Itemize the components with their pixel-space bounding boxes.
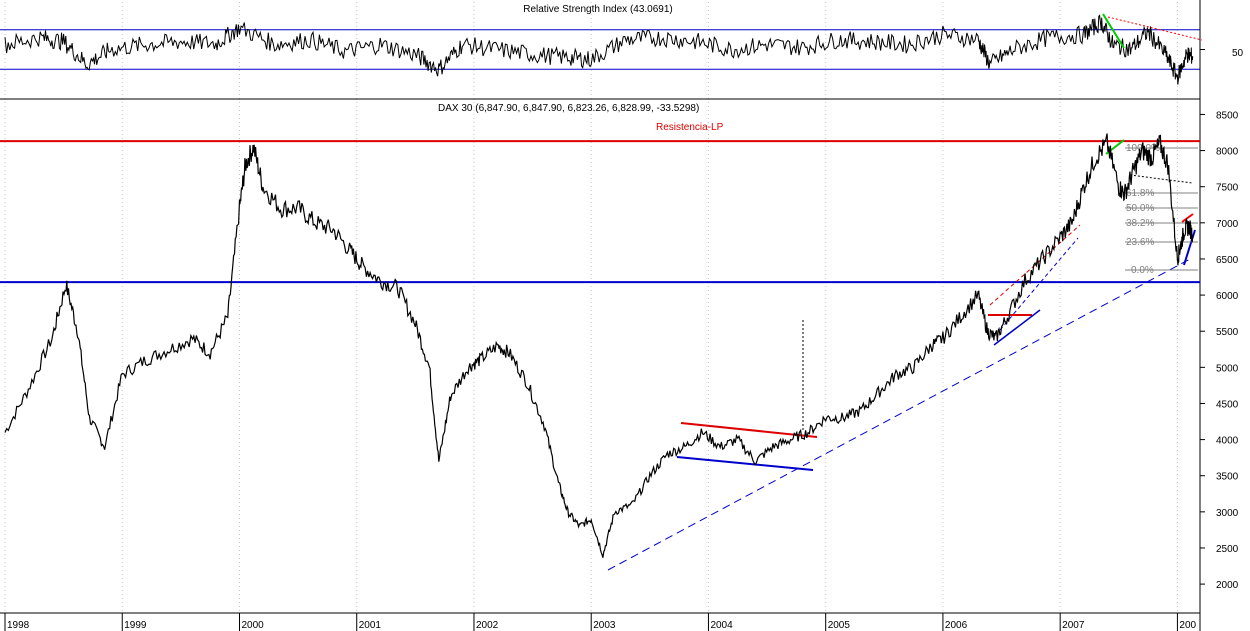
rsi-red-trendline <box>1107 16 1203 41</box>
x-tick-label-6: 2003 <box>593 620 616 631</box>
y-tick-label-8: 5500 <box>1216 327 1239 338</box>
x-tick-label-7: 2004 <box>710 620 733 631</box>
x-tick-label-2: 1999 <box>124 620 147 631</box>
price-y-axis: 2000 2500 3000 3500 4000 4500 5000 5500 6000 6500… <box>1200 110 1239 591</box>
fib-label-382: 38.2% <box>1126 218 1154 229</box>
x-tick-label-1: 1998 <box>7 620 30 631</box>
long-term-trendline <box>607 257 1193 571</box>
x-axis: 1998 1999 2000 2001 2002 2003 2004 2005 2006 2007… <box>4 613 1197 631</box>
x-tick-label-4: 2001 <box>359 620 382 631</box>
price-title: DAX 30 (6,847.90, 6,847.90, 6,823.26, 6,… <box>438 103 699 114</box>
fib-label-618: 61.8% <box>1126 188 1154 199</box>
recent-red-line <box>1181 213 1194 223</box>
fib-label-500: 50.0% <box>1126 203 1154 214</box>
y-tick-label-10: 6500 <box>1216 255 1239 266</box>
fib-label-0: 0.0% <box>1131 265 1154 276</box>
x-tick-label-5: 2002 <box>476 620 499 631</box>
uptrend-red-dashed <box>989 224 1081 306</box>
y-tick-label-11: 7000 <box>1216 219 1239 230</box>
rsi-grid <box>4 2 1178 99</box>
x-tick-label-10: 2007 <box>1062 620 1085 631</box>
fib-label-236: 23.6% <box>1126 237 1154 248</box>
x-tick-label-8: 2005 <box>828 620 851 631</box>
rsi-series-line <box>4 14 1194 85</box>
y-tick-label-12: 7500 <box>1216 183 1239 194</box>
x-tick-label-11: 200 <box>1179 620 1196 631</box>
rsi-title: Relative Strength Index (43.0691) <box>523 4 673 15</box>
top-dotted-line <box>1129 174 1193 184</box>
y-tick-label-3: 3000 <box>1216 508 1239 519</box>
y-tick-label-14: 8500 <box>1216 110 1239 121</box>
y-tick-label-7: 5000 <box>1216 363 1239 374</box>
rsi-tick-50: 50 <box>1232 48 1244 59</box>
y-tick-label-1: 2000 <box>1216 580 1239 591</box>
price-series-line <box>4 133 1194 558</box>
x-tick-label-9: 2006 <box>945 620 968 631</box>
y-tick-label-4: 3500 <box>1216 472 1239 483</box>
pullback-blue-line <box>993 309 1041 346</box>
channel-lower-line <box>676 456 814 471</box>
y-tick-label-6: 4500 <box>1216 399 1239 410</box>
x-tick-label-3: 2000 <box>241 620 264 631</box>
rsi-green-trendline <box>1102 13 1125 49</box>
y-tick-label-2: 2500 <box>1216 544 1239 555</box>
y-tick-label-13: 8000 <box>1216 147 1239 158</box>
rsi-panel: Relative Strength Index (43.0691) 50 <box>0 2 1244 99</box>
price-panel: 2000 2500 3000 3500 4000 4500 5000 5500 6000 6500… <box>0 102 1239 613</box>
y-tick-label-5: 4000 <box>1216 436 1239 447</box>
y-tick-label-9: 6000 <box>1216 291 1239 302</box>
resistance-label: Resistencia-LP <box>656 122 724 133</box>
uptrend-blue-dashed <box>999 237 1079 331</box>
